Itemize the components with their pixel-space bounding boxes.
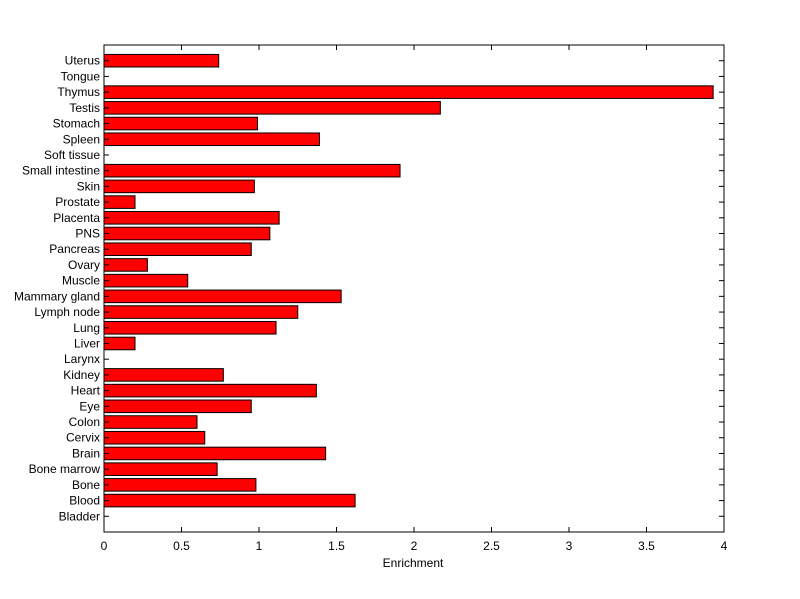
y-tick-label-brain: Brain xyxy=(72,446,100,460)
y-tick-label-spleen: Spleen xyxy=(63,132,100,146)
bar-mammary-gland xyxy=(103,289,342,304)
y-tick-label-tongue: Tongue xyxy=(61,69,101,83)
y-tick-label-eye: Eye xyxy=(79,399,100,413)
y-tick-label-skin: Skin xyxy=(77,179,100,193)
bar-skin xyxy=(103,179,255,194)
bar-lung xyxy=(103,320,277,335)
bar-spleen xyxy=(103,132,320,147)
bar-eye xyxy=(103,399,252,414)
y-tick-label-pancreas: Pancreas xyxy=(49,242,100,256)
x-tick-label: 1.5 xyxy=(328,539,345,553)
y-tick-label-mammary-gland: Mammary gland xyxy=(14,289,100,303)
y-tick-label-bone: Bone xyxy=(72,478,100,492)
y-tick-label-prostate: Prostate xyxy=(55,195,100,209)
x-tick-labels: 0 0.5 1 1.5 2 2.5 3 3.5 4 xyxy=(101,539,728,553)
bar-cervix xyxy=(103,430,206,445)
bar-pns xyxy=(103,226,271,241)
bars-group xyxy=(103,53,714,508)
x-tick-label: 3.5 xyxy=(638,539,655,553)
x-tick-label: 3 xyxy=(566,539,573,553)
y-tick-label-cervix: Cervix xyxy=(66,431,100,445)
x-tick-label: 0.5 xyxy=(173,539,190,553)
x-tick-label: 1 xyxy=(256,539,263,553)
y-tick-label-placenta: Placenta xyxy=(53,211,100,225)
bar-placenta xyxy=(103,211,280,225)
y-tick-label-lung: Lung xyxy=(73,321,100,335)
y-tick-label-liver: Liver xyxy=(74,336,100,350)
x-tick-label: 2.5 xyxy=(483,539,500,553)
bar-lymph-node xyxy=(103,305,299,319)
bar-brain xyxy=(103,446,327,461)
ticks-group xyxy=(103,45,725,532)
x-tick-label: 0 xyxy=(101,539,108,553)
y-tick-label-kidney: Kidney xyxy=(63,368,100,382)
bar-small-intestine xyxy=(103,163,401,178)
y-tick-label-colon: Colon xyxy=(69,415,100,429)
y-tick-label-thymus: Thymus xyxy=(57,85,100,99)
y-tick-label-bone-marrow: Bone marrow xyxy=(29,462,101,476)
bar-testis xyxy=(103,101,441,115)
y-tick-label-ovary: Ovary xyxy=(68,258,100,272)
x-axis-title: Enrichment xyxy=(383,556,444,570)
y-tick-label-larynx: Larynx xyxy=(64,352,100,366)
bar-muscle xyxy=(103,273,189,288)
y-tick-label-uterus: Uterus xyxy=(65,54,100,68)
y-tick-label-stomach: Stomach xyxy=(53,117,100,131)
bar-colon xyxy=(103,415,198,429)
y-tick-label-testis: Testis xyxy=(69,101,100,115)
bar-blood xyxy=(103,493,356,508)
y-tick-label-small-intestine: Small intestine xyxy=(22,164,100,178)
bar-bone xyxy=(103,478,257,492)
x-tick-label: 2 xyxy=(411,539,418,553)
y-tick-label-pns: PNS xyxy=(75,227,100,241)
y-tick-label-bladder: Bladder xyxy=(59,509,100,523)
bar-ovary xyxy=(103,258,148,272)
bar-pancreas xyxy=(103,242,252,257)
y-tick-label-lymph-node: Lymph node xyxy=(34,305,100,319)
y-tick-label-muscle: Muscle xyxy=(62,274,100,288)
bar-bone-marrow xyxy=(103,462,218,476)
x-tick-label: 4 xyxy=(721,539,728,553)
bar-heart xyxy=(103,383,317,398)
bar-kidney xyxy=(103,368,224,382)
y-tick-label-soft-tissue: Soft tissue xyxy=(44,148,100,162)
bar-thymus xyxy=(103,85,714,99)
bar-stomach xyxy=(103,116,258,131)
bar-uterus xyxy=(103,53,220,68)
y-tick-label-blood: Blood xyxy=(69,494,100,508)
y-tick-label-heart: Heart xyxy=(71,384,101,398)
